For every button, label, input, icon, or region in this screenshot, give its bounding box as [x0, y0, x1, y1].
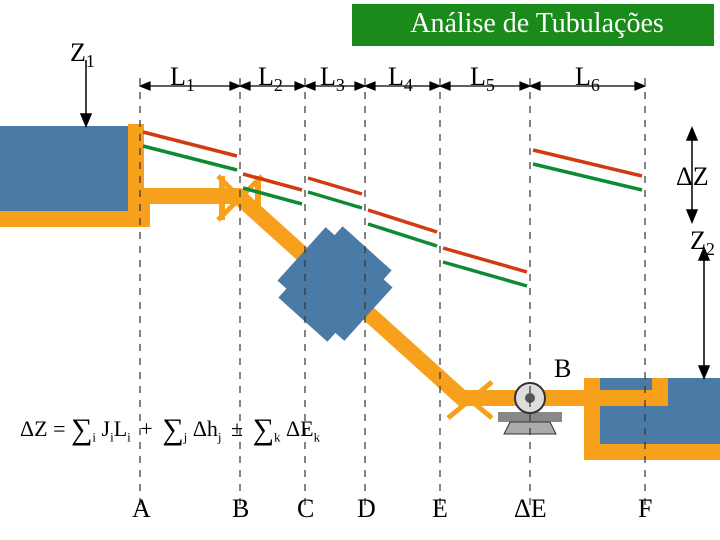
- title-text: Análise de Tubulações: [410, 8, 664, 39]
- label-F: F: [638, 494, 652, 524]
- label-L2: L2: [258, 62, 283, 96]
- label-L1: L1: [170, 62, 195, 96]
- label-dE: ΔE: [514, 494, 547, 524]
- label-L5: L5: [470, 62, 495, 96]
- formula: ΔZ = ∑i JiLi + ∑j Δhj ± ∑k ΔEk: [20, 410, 320, 445]
- label-dZ: ΔZ: [676, 162, 709, 192]
- label-L6: L6: [575, 62, 600, 96]
- label-D: D: [357, 494, 376, 524]
- label-C: C: [297, 494, 314, 524]
- title-bar-text: Análise de Tubulações: [362, 8, 712, 40]
- label-L4: L4: [388, 62, 413, 96]
- label-Z2: Z2: [690, 226, 715, 260]
- label-Bpump: B: [554, 354, 571, 384]
- label-E: E: [432, 494, 448, 524]
- label-Z1: Z1: [70, 38, 95, 72]
- label-A: A: [132, 494, 151, 524]
- label-B: B: [232, 494, 249, 524]
- upper-reservoir: [0, 126, 138, 222]
- label-L3: L3: [320, 62, 345, 96]
- formula-lhs: ΔZ =: [20, 416, 66, 441]
